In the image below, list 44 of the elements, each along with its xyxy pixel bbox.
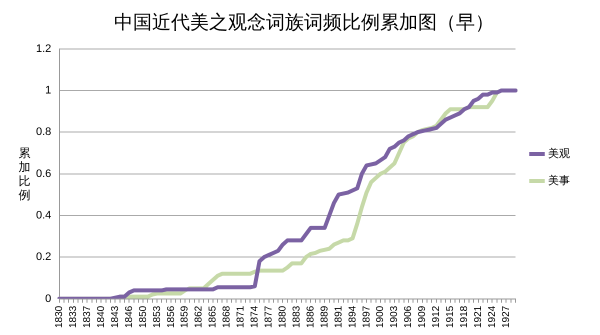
legend-label: 美观 — [548, 147, 570, 160]
x-tick-label: 1837 — [82, 305, 93, 328]
x-tick-label: 1927 — [500, 305, 512, 328]
x-tick-label: 1871 — [236, 305, 247, 328]
x-tick-label: 1850 — [138, 305, 149, 328]
x-tick-label: 1894 — [347, 305, 358, 328]
x-tick-label: 1883 — [291, 305, 302, 328]
y-tick-label: 0.4 — [36, 209, 52, 222]
x-tick-label: 1862 — [194, 305, 205, 328]
x-tick-label: 1886 — [305, 305, 316, 328]
x-tick-label: 1840 — [96, 305, 107, 328]
x-tick-label: 1924 — [486, 305, 498, 328]
x-tick-label: 1830 — [54, 305, 66, 328]
x-tick-label: 1868 — [222, 305, 233, 328]
x-tick-label: 1877 — [264, 305, 275, 328]
y-axis-title: 累加比例 — [18, 146, 31, 202]
x-tick-label: 1906 — [403, 305, 414, 328]
y-tick-label: 0.8 — [36, 126, 52, 138]
x-tick-label: 1856 — [166, 305, 177, 328]
y-tick-label: 0.6 — [36, 168, 52, 180]
chart-title: 中国近代美之观念词族词频比例累加图（早） — [114, 11, 494, 34]
x-tick-label: 1889 — [319, 305, 330, 328]
x-tick-label: 1853 — [152, 305, 163, 328]
x-tick-label: 1912 — [431, 305, 442, 328]
x-tick-label: 1915 — [445, 305, 456, 328]
x-tick-label: 1897 — [361, 305, 372, 328]
x-tick-label: 1859 — [180, 305, 191, 328]
x-tick-label: 1891 — [333, 305, 344, 328]
x-tick-label: 1843 — [110, 305, 121, 328]
x-tick-label: 1874 — [250, 305, 261, 328]
x-tick-label: 1918 — [459, 305, 470, 328]
x-tick-label: 1909 — [417, 305, 428, 328]
x-tick-label: 1846 — [124, 305, 135, 328]
x-tick-label: 1865 — [208, 305, 219, 328]
x-tick-label: 1880 — [277, 305, 288, 328]
x-tick-label: 1921 — [473, 305, 484, 328]
y-tick-label: 1.2 — [36, 42, 52, 55]
x-tick-label: 1900 — [375, 305, 386, 328]
x-tick-label: 1833 — [68, 305, 80, 328]
legend-label: 美事 — [548, 174, 570, 188]
x-tick-label: 1903 — [389, 305, 400, 328]
y-tick-label: 1 — [45, 84, 52, 96]
y-tick-label: 0.2 — [36, 251, 52, 264]
y-tick-label: 0 — [45, 292, 52, 305]
